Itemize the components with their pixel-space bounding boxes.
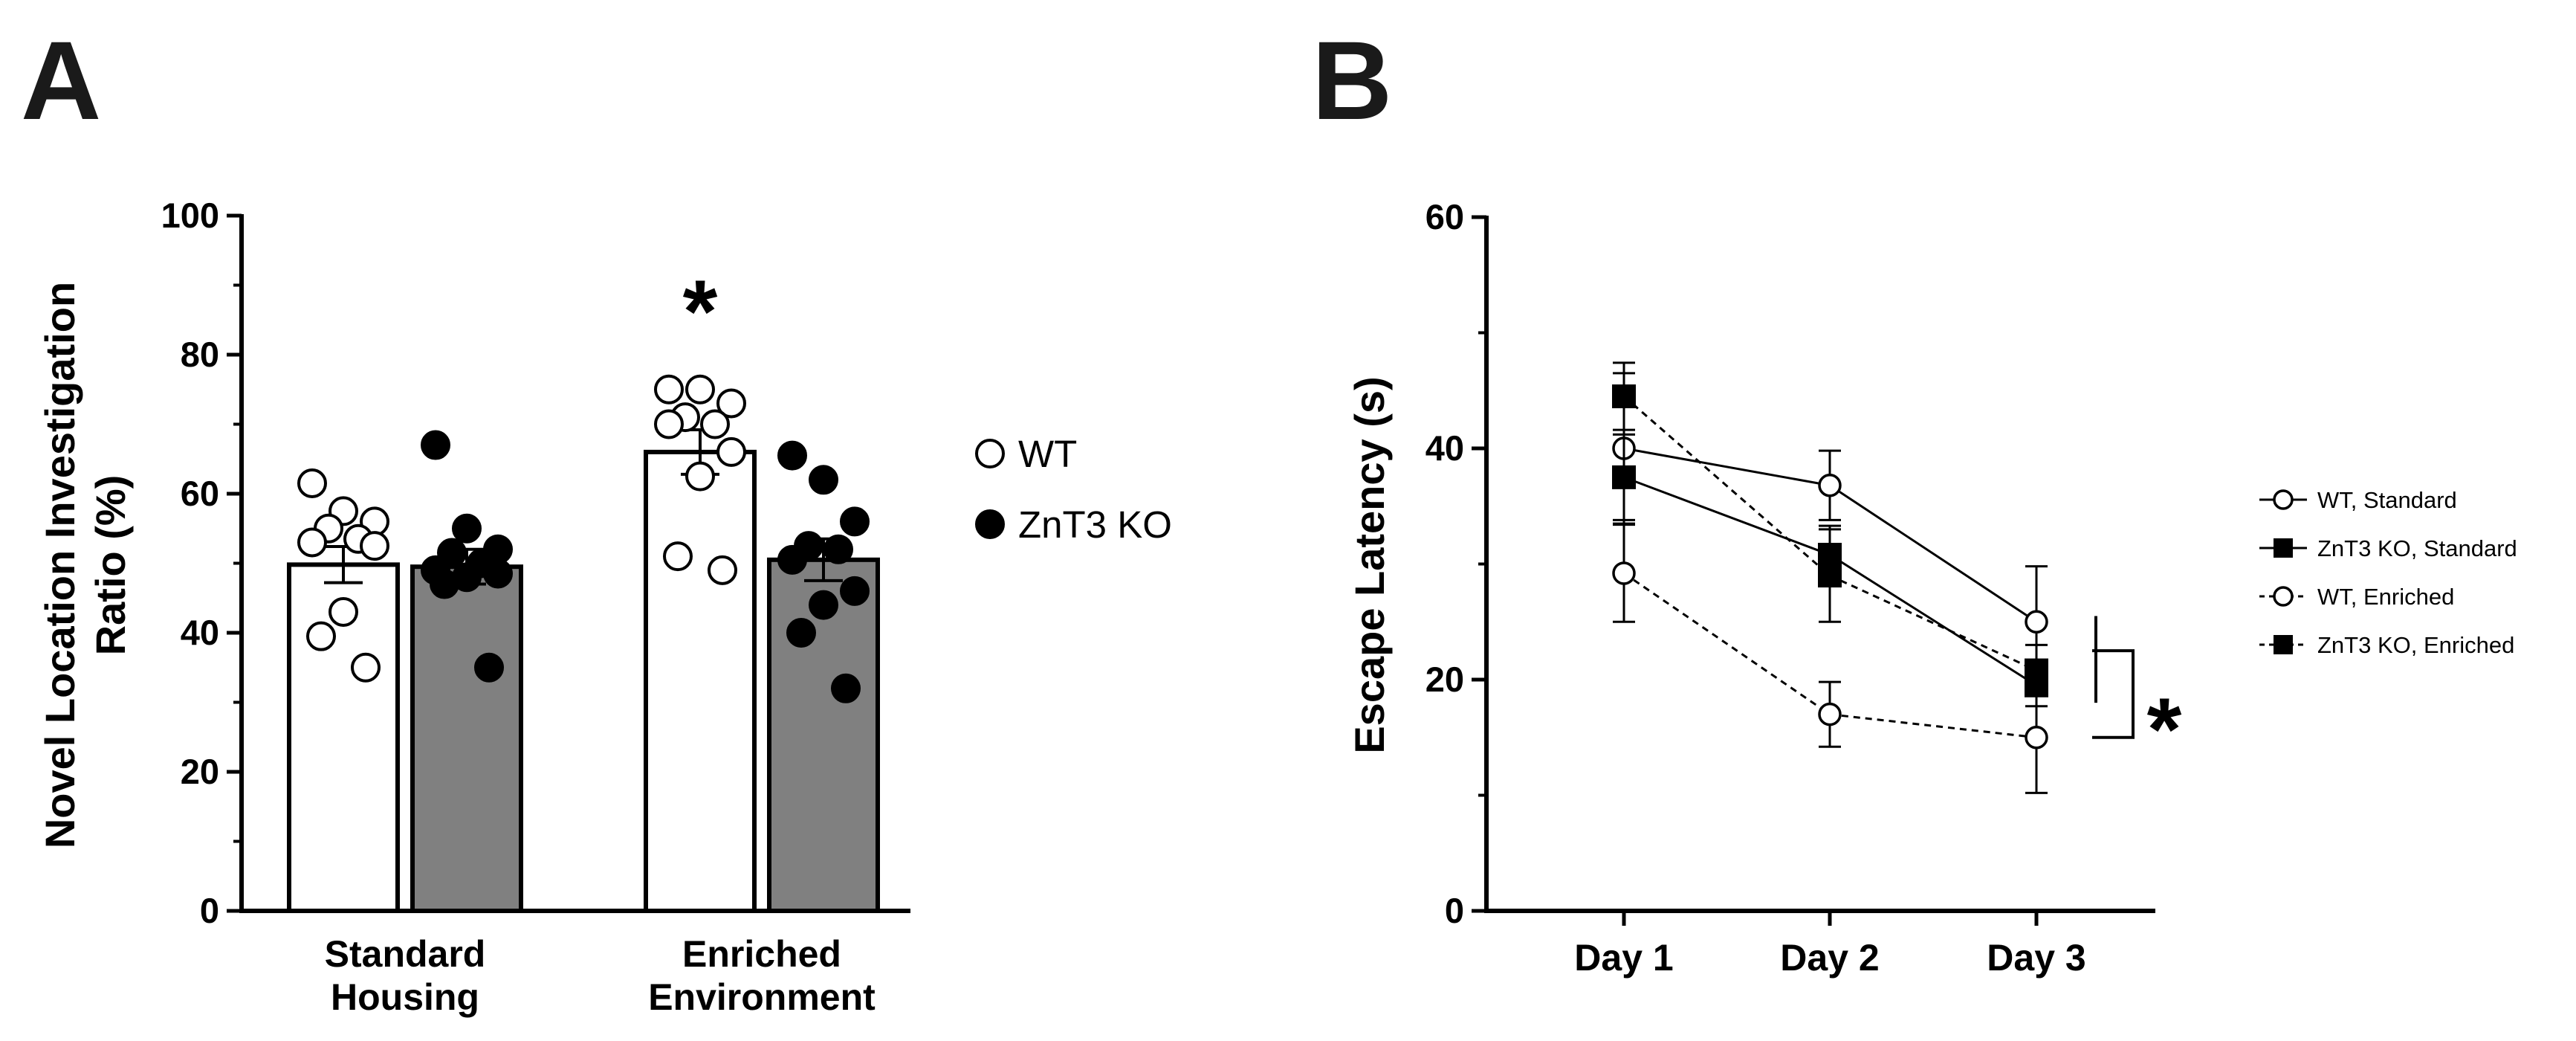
- data-marker: [2025, 726, 2048, 750]
- axes-b: 0 20 40 60 Escape Latency (s) Day 1 Day 2 Day 3: [1346, 197, 2155, 979]
- data-point: [474, 652, 504, 683]
- panel-label-a: A: [21, 18, 101, 143]
- data-marker: [2273, 489, 2294, 510]
- x-category-label-a: Standard: [325, 933, 486, 975]
- y-axis-label-line-a: Ratio (%): [87, 475, 134, 656]
- y-tick-label-b: 0: [1445, 891, 1464, 930]
- data-point: [351, 652, 381, 683]
- y-tick-label-a: 40: [181, 613, 219, 652]
- data-point: [786, 618, 816, 648]
- legend-label-b: WT, Standard: [2317, 487, 2457, 513]
- panel-label-b: B: [1312, 18, 1392, 143]
- bracket-line: [2092, 649, 2135, 739]
- data-point: [663, 541, 693, 572]
- series-line-segment: [1623, 395, 1831, 577]
- data-point: [708, 555, 737, 585]
- data-point: [840, 576, 870, 606]
- y-tick-label-a: 60: [181, 474, 219, 513]
- x-category-label-a: Enriched: [682, 933, 841, 975]
- y-axis-label-a: Novel Location InvestigationRatio (%): [36, 282, 134, 848]
- legend-label-b: ZnT3 KO, Standard: [2317, 535, 2517, 561]
- series-line-segment: [1623, 447, 1831, 487]
- panel-b: B 0 20 40 60 Escape Latency (s) Day 1 Day 2 Day…: [1312, 18, 2517, 979]
- series-line-segment: [1829, 713, 2037, 739]
- series-line-segment: [1829, 484, 2037, 623]
- data-point: [654, 374, 684, 405]
- bar: [644, 449, 757, 913]
- significance-bracket: [2092, 616, 2135, 739]
- dots-group: [297, 374, 870, 703]
- data-point: [360, 531, 389, 561]
- data-point: [297, 527, 327, 558]
- data-marker: [1612, 561, 1636, 585]
- bar: [410, 564, 523, 913]
- data-point: [421, 430, 450, 460]
- data-marker: [1818, 474, 1842, 497]
- legend-label-b: ZnT3 KO, Enriched: [2317, 632, 2514, 658]
- y-axis-label-b: Escape Latency (s): [1346, 376, 1393, 753]
- data-marker: [1612, 384, 1636, 409]
- data-point: [777, 544, 807, 575]
- y-axis-label-line-a: Novel Location Investigation: [36, 282, 83, 848]
- data-marker: [1818, 564, 1842, 588]
- data-point: [654, 409, 684, 439]
- x-tick-label-b: Day 3: [1987, 937, 2085, 979]
- data-marker: [2273, 586, 2294, 607]
- data-point: [452, 513, 482, 544]
- lines-group: [1612, 361, 2048, 794]
- panel-a: A 0 20 40 60 80 100 Novel Location Investigati…: [21, 18, 1172, 1018]
- legend-label-a: ZnT3 KO: [1018, 503, 1172, 546]
- y-tick-label-b: 60: [1425, 197, 1464, 236]
- legend-label-b: WT, Enriched: [2317, 584, 2454, 610]
- data-point: [306, 621, 336, 651]
- data-point: [809, 465, 838, 495]
- data-point: [831, 673, 861, 703]
- data-marker: [1612, 465, 1636, 489]
- data-point: [777, 440, 807, 471]
- legend-b: WT, Standard ZnT3 KO, Standard WT, Enriche…: [2259, 487, 2517, 658]
- data-point: [716, 436, 746, 467]
- data-marker: [2274, 635, 2293, 654]
- axes-a: 0 20 40 60 80 100 Novel Location Investigation…: [36, 196, 910, 1018]
- series-line-segment: [1623, 476, 1831, 556]
- data-marker: [2274, 538, 2293, 558]
- x-tick-label-b: Day 2: [1780, 937, 1879, 979]
- series-line-segment: [1829, 574, 2037, 671]
- legend-marker-a: [975, 509, 1005, 539]
- y-tick-label-a: 80: [181, 335, 219, 374]
- x-category-label-a: Environment: [648, 976, 876, 1018]
- legend-marker-a: [975, 439, 1005, 468]
- data-point: [809, 590, 838, 620]
- series-line-segment: [1829, 553, 2037, 687]
- data-point: [430, 569, 459, 599]
- data-marker: [2025, 610, 2048, 634]
- y-tick-label-b: 20: [1425, 660, 1464, 699]
- data-point: [716, 388, 746, 419]
- y-tick-label-a: 20: [181, 752, 219, 791]
- x-category-label-a: Housing: [331, 976, 479, 1018]
- data-marker: [2025, 658, 2048, 683]
- data-point: [840, 506, 870, 537]
- series-line-segment: [1623, 572, 1831, 715]
- y-tick-label-a: 100: [161, 196, 219, 235]
- data-point: [483, 558, 513, 589]
- x-tick-label-b: Day 1: [1574, 937, 1673, 979]
- significance-star-b: *: [2147, 680, 2182, 779]
- bar: [767, 557, 880, 913]
- y-tick-label-a: 0: [200, 891, 219, 930]
- legend-a: WT ZnT3 KO: [975, 433, 1172, 546]
- data-point: [700, 409, 730, 439]
- data-point: [685, 374, 715, 405]
- significance-star-a: *: [683, 262, 718, 361]
- data-point: [297, 468, 327, 498]
- data-marker: [1818, 702, 1842, 726]
- legend-label-a: WT: [1018, 433, 1077, 475]
- data-point: [823, 534, 853, 564]
- y-tick-label-b: 40: [1425, 428, 1464, 468]
- data-point: [685, 461, 715, 492]
- data-point: [329, 596, 358, 627]
